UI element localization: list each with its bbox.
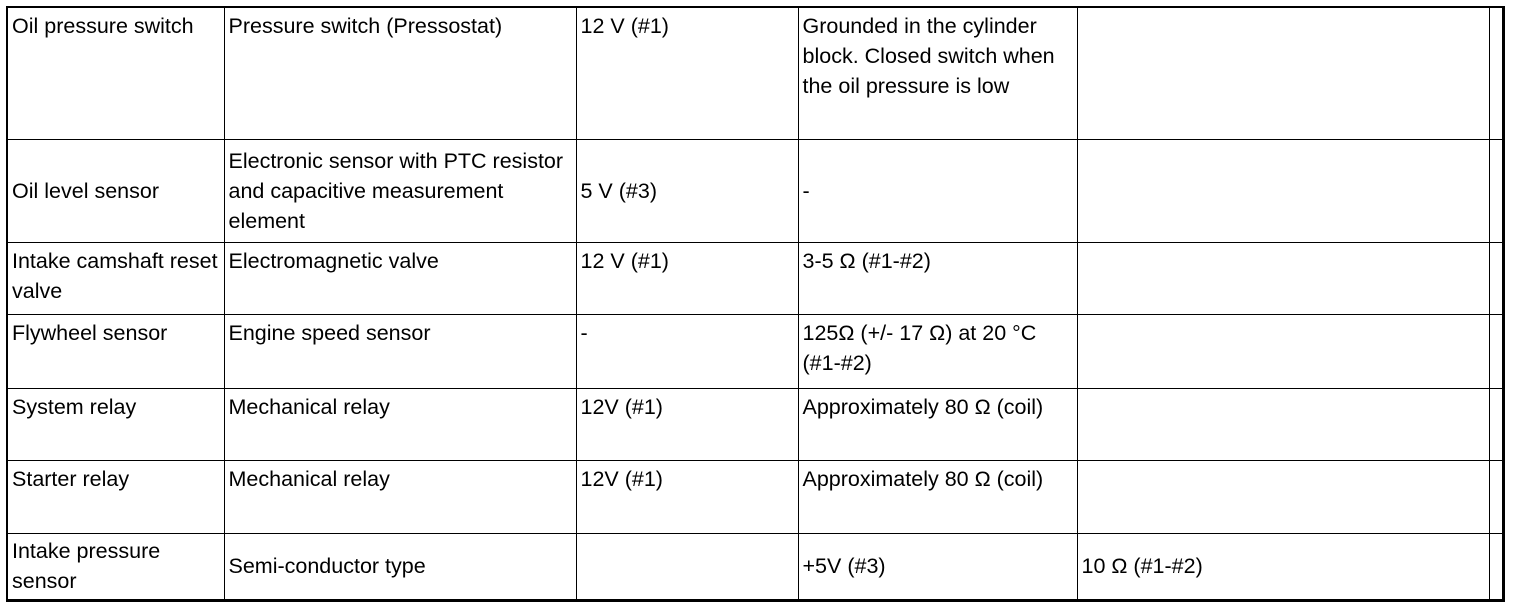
type-cell: Mechanical relay xyxy=(223,387,577,461)
table-row: Intake camshaft reset valve Electromagne… xyxy=(8,241,1502,315)
table-row: Oil pressure switch Pressure switch (Pre… xyxy=(8,8,1502,140)
supply-cell: 12 V (#1) xyxy=(575,241,799,315)
edge-cell xyxy=(1488,532,1502,599)
supply-cell: 12 V (#1) xyxy=(575,8,799,140)
value-cell: Approximately 80 Ω (coil) xyxy=(797,387,1078,461)
component-cell: System relay xyxy=(8,387,225,461)
extra-cell xyxy=(1076,313,1490,389)
component-cell: Oil level sensor xyxy=(8,138,225,243)
value-cell: Grounded in the cylinder block. Closed s… xyxy=(797,8,1078,140)
edge-cell xyxy=(1488,241,1502,315)
table-row: Flywheel sensor Engine speed sensor - 12… xyxy=(8,313,1502,389)
value-cell: 125Ω (+/- 17 Ω) at 20 °C (#1-#2) xyxy=(797,313,1078,389)
spec-table-frame: Oil pressure switch Pressure switch (Pre… xyxy=(6,6,1505,602)
value-cell: Approximately 80 Ω (coil) xyxy=(797,459,1078,534)
table-row: System relay Mechanical relay 12V (#1) A… xyxy=(8,387,1502,461)
supply-cell: 12V (#1) xyxy=(575,387,799,461)
edge-cell xyxy=(1488,138,1502,243)
extra-cell: 10 Ω (#1-#2) xyxy=(1076,532,1490,599)
edge-cell xyxy=(1488,459,1502,534)
supply-cell xyxy=(575,532,799,599)
type-cell: Mechanical relay xyxy=(223,459,577,534)
value-cell: 3-5 Ω (#1-#2) xyxy=(797,241,1078,315)
component-cell: Intake camshaft reset valve xyxy=(8,241,225,315)
type-cell: Engine speed sensor xyxy=(223,313,577,389)
value-cell: - xyxy=(797,138,1078,243)
component-cell: Flywheel sensor xyxy=(8,313,225,389)
component-spec-table: Oil pressure switch Pressure switch (Pre… xyxy=(8,8,1502,599)
supply-cell: 5 V (#3) xyxy=(575,138,799,243)
type-cell: Pressure switch (Pressostat) xyxy=(223,8,577,140)
table-row: Starter relay Mechanical relay 12V (#1) … xyxy=(8,459,1502,534)
supply-cell: 12V (#1) xyxy=(575,459,799,534)
extra-cell xyxy=(1076,138,1490,243)
type-cell: Electromagnetic valve xyxy=(223,241,577,315)
table-row: Oil level sensor Electronic sensor with … xyxy=(8,138,1502,243)
component-cell: Starter relay xyxy=(8,459,225,534)
edge-cell xyxy=(1488,313,1502,389)
table-row: Intake pressure sensor Semi-conductor ty… xyxy=(8,532,1502,599)
extra-cell xyxy=(1076,387,1490,461)
supply-cell: - xyxy=(575,313,799,389)
edge-cell xyxy=(1488,387,1502,461)
component-cell: Oil pressure switch xyxy=(8,8,225,140)
component-cell: Intake pressure sensor xyxy=(8,532,225,599)
extra-cell xyxy=(1076,241,1490,315)
type-cell: Semi-conductor type xyxy=(223,532,577,599)
type-cell: Electronic sensor with PTC resistor and … xyxy=(223,138,577,243)
extra-cell xyxy=(1076,8,1490,140)
value-cell: +5V (#3) xyxy=(797,532,1078,599)
edge-cell xyxy=(1488,8,1502,140)
extra-cell xyxy=(1076,459,1490,534)
